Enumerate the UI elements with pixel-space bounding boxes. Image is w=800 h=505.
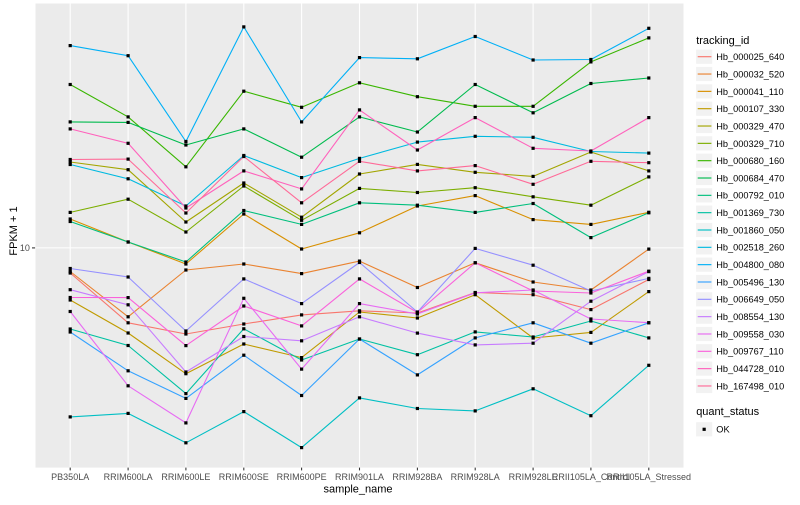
svg-text:Hb_000032_520: Hb_000032_520 (716, 69, 784, 79)
svg-text:OK: OK (716, 425, 730, 435)
svg-text:RRIM600LA: RRIM600LA (104, 472, 153, 482)
svg-text:sample_name: sample_name (323, 484, 392, 496)
svg-text:Hb_005496_130: Hb_005496_130 (716, 277, 784, 287)
svg-text:RRIM600LE: RRIM600LE (161, 472, 210, 482)
svg-text:Hb_167498_010: Hb_167498_010 (716, 381, 784, 391)
svg-text:Hb_000329_470: Hb_000329_470 (716, 121, 784, 131)
svg-text:Hb_000792_010: Hb_000792_010 (716, 191, 784, 201)
svg-text:Hb_008554_130: Hb_008554_130 (716, 312, 784, 322)
svg-text:Hb_009558_030: Hb_009558_030 (716, 329, 784, 339)
svg-text:RRII105LA_Stressed: RRII105LA_Stressed (607, 472, 692, 482)
svg-text:PB350LA: PB350LA (51, 472, 89, 482)
svg-text:Hb_002518_260: Hb_002518_260 (716, 243, 784, 253)
svg-text:10: 10 (20, 243, 30, 253)
svg-text:quant_status: quant_status (696, 406, 759, 418)
svg-text:Hb_001860_050: Hb_001860_050 (716, 225, 784, 235)
svg-text:tracking_id: tracking_id (696, 35, 749, 47)
svg-text:RRIM928BA: RRIM928BA (392, 472, 442, 482)
svg-text:RRIM901LA: RRIM901LA (335, 472, 384, 482)
svg-text:RRIM600PE: RRIM600PE (277, 472, 327, 482)
svg-text:Hb_000025_640: Hb_000025_640 (716, 52, 784, 62)
svg-text:Hb_001369_730: Hb_001369_730 (716, 208, 784, 218)
svg-text:FPKM + 1: FPKM + 1 (8, 206, 20, 255)
svg-text:RRIM600SE: RRIM600SE (219, 472, 269, 482)
svg-text:Hb_006649_050: Hb_006649_050 (716, 295, 784, 305)
svg-text:RRIM928LA: RRIM928LA (451, 472, 500, 482)
svg-text:Hb_044728_010: Hb_044728_010 (716, 364, 784, 374)
svg-text:Hb_004800_080: Hb_004800_080 (716, 260, 784, 270)
svg-text:Hb_000329_710: Hb_000329_710 (716, 139, 784, 149)
svg-text:Hb_000107_330: Hb_000107_330 (716, 104, 784, 114)
svg-text:Hb_000680_160: Hb_000680_160 (716, 156, 784, 166)
svg-text:RRIM928LE: RRIM928LE (509, 472, 558, 482)
svg-text:Hb_009767_110: Hb_009767_110 (716, 347, 783, 357)
svg-text:Hb_000041_110: Hb_000041_110 (716, 87, 783, 97)
svg-text:Hb_000684_470: Hb_000684_470 (716, 173, 784, 183)
svg-text:RRII105LA_Control: RRII105LA_Control (552, 472, 630, 482)
